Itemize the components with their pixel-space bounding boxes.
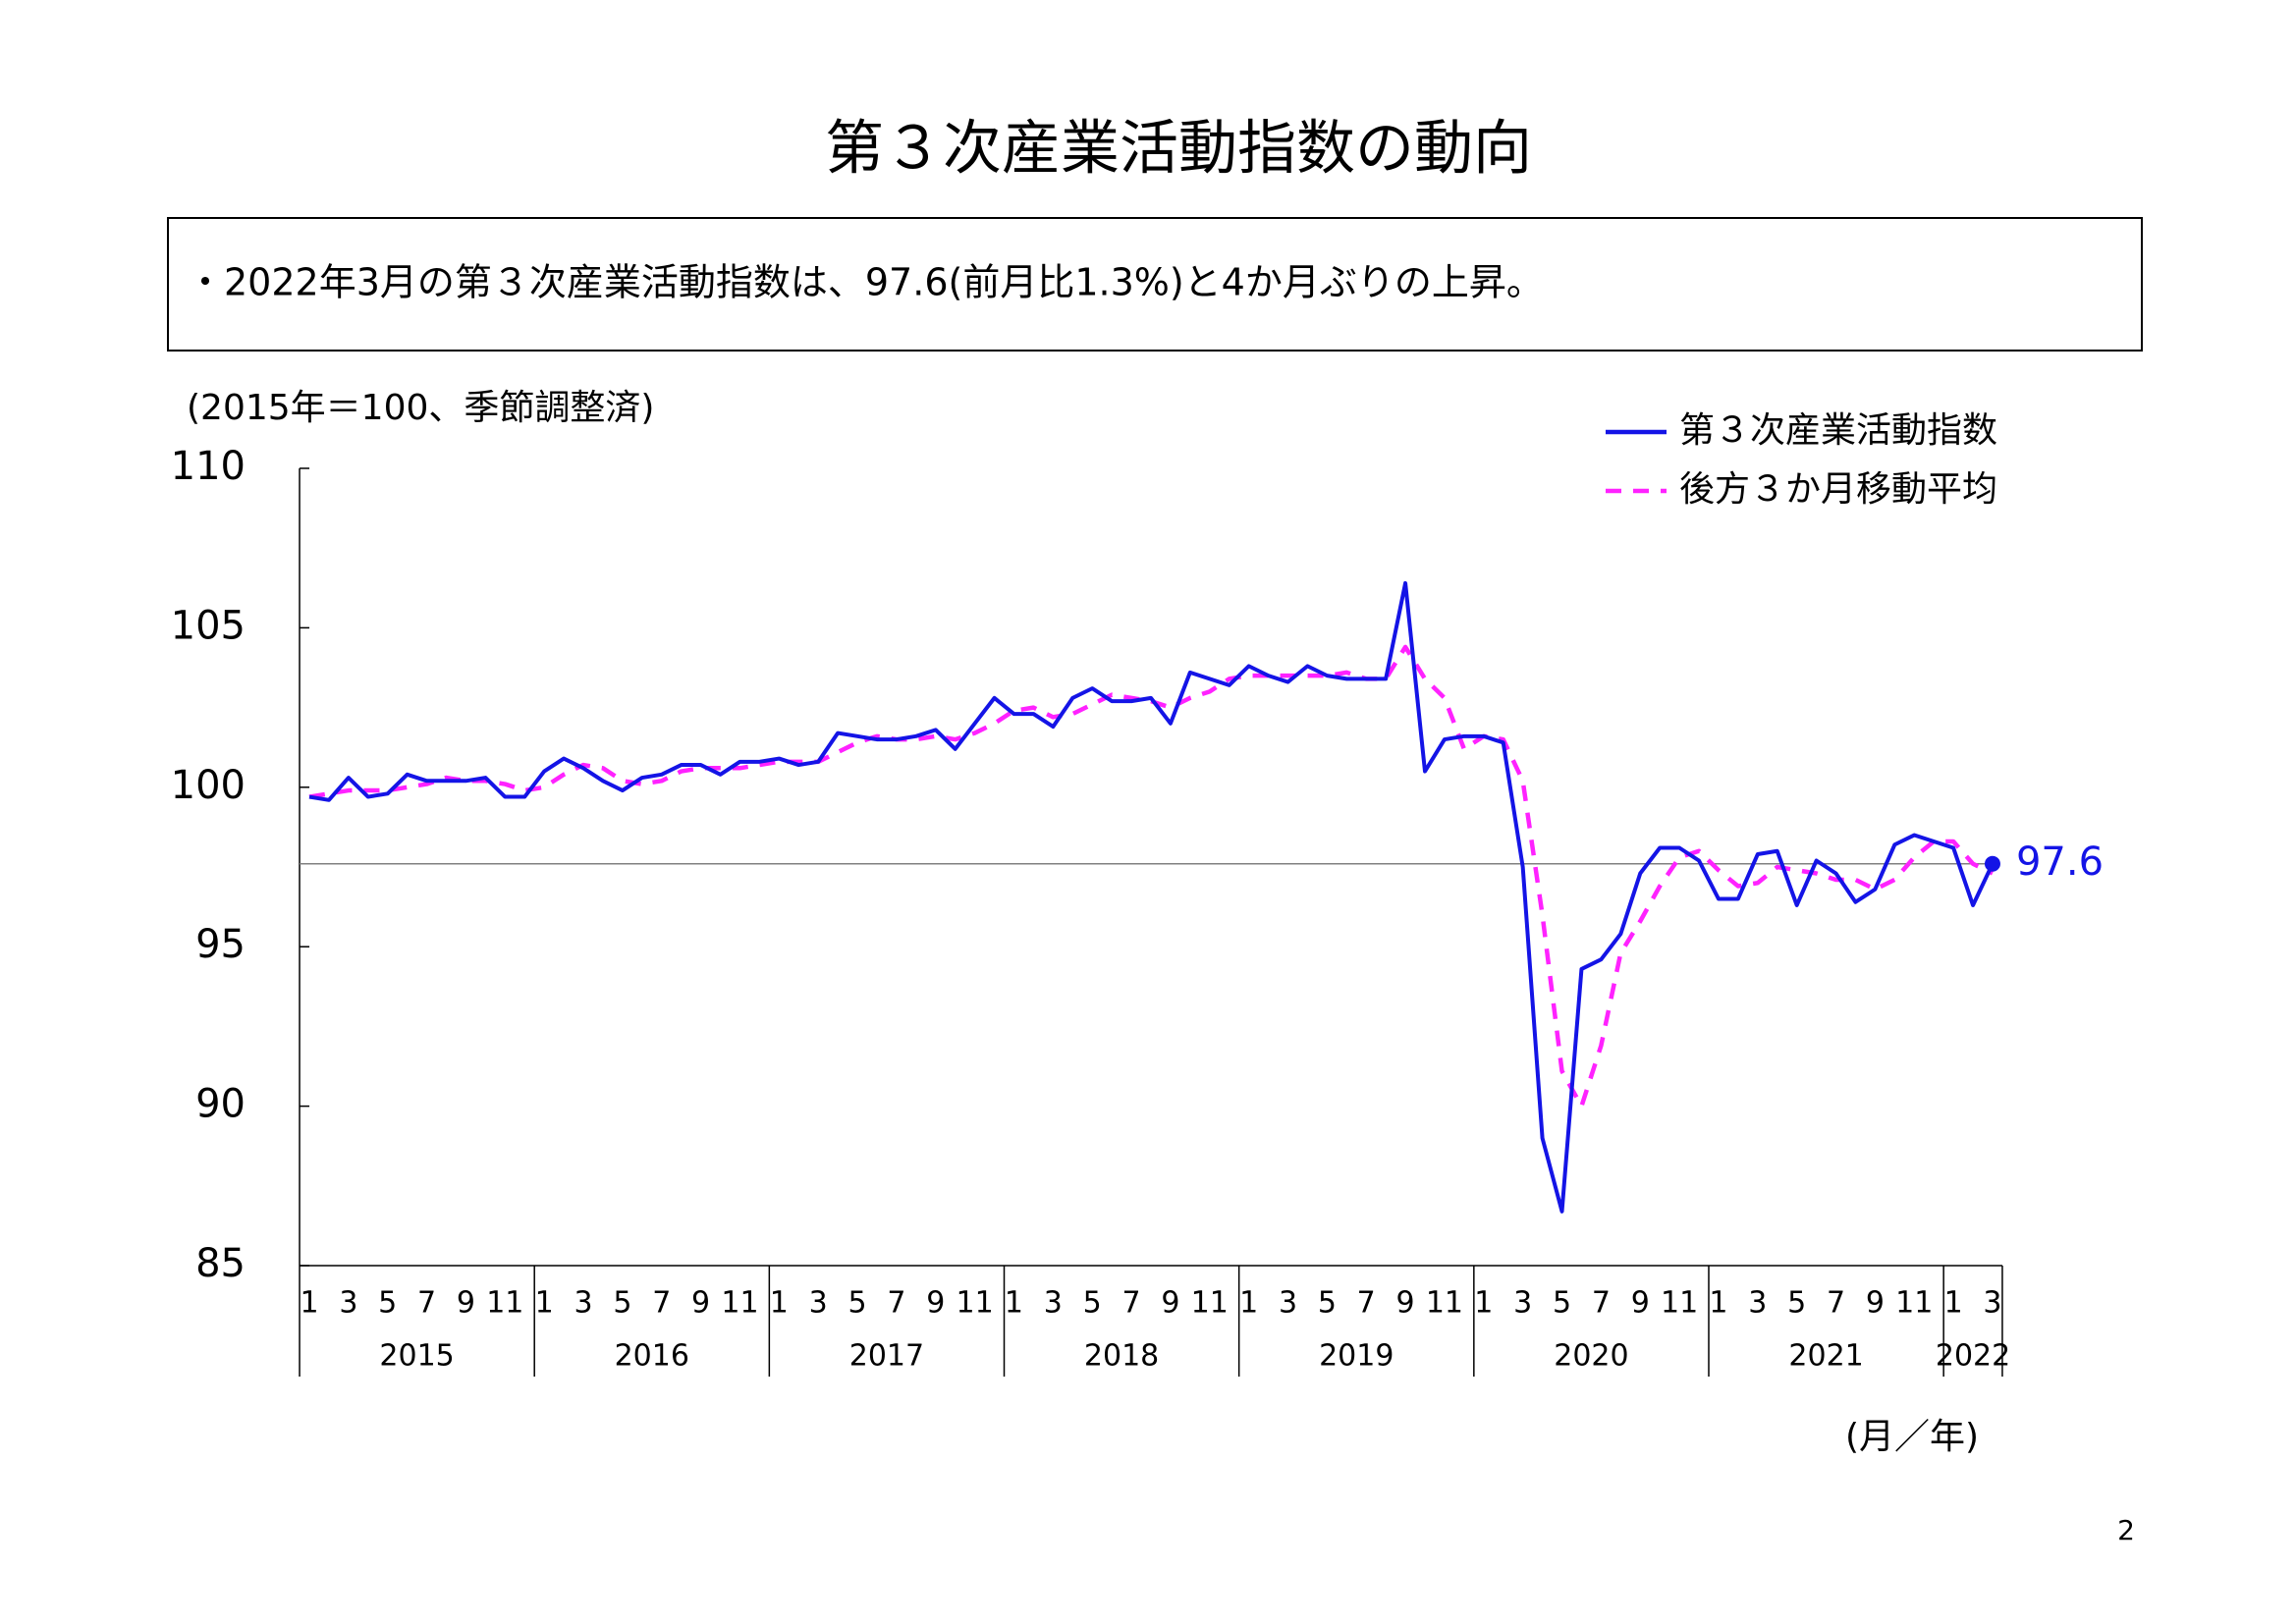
x-tick-label: 11 xyxy=(1191,1286,1229,1321)
x-tick-label: 9 xyxy=(1396,1286,1415,1321)
x-tick-label: 7 xyxy=(1122,1286,1141,1321)
x-tick-label: 1 xyxy=(1944,1286,1963,1321)
year-label: 2018 xyxy=(1084,1339,1159,1374)
x-tick-label: 3 xyxy=(1748,1286,1767,1321)
y-tick-label: 110 xyxy=(171,444,246,489)
x-tick-label: 7 xyxy=(417,1286,436,1321)
x-tick-label: 3 xyxy=(339,1286,357,1321)
legend-label: 第３次産業活動指数 xyxy=(1679,410,1997,451)
x-tick-label: 1 xyxy=(1709,1286,1727,1321)
x-tick-label: 5 xyxy=(1787,1286,1806,1321)
year-label: 2016 xyxy=(615,1339,689,1374)
x-tick-label: 11 xyxy=(1661,1286,1698,1321)
x-tick-label: 3 xyxy=(1044,1286,1063,1321)
summary-text: ・2022年3月の第３次産業活動指数は、97.6(前月比1.3%)と4か月ぶりの… xyxy=(187,261,1544,304)
y-axis-label: (2015年＝100、季節調整済) xyxy=(187,388,654,428)
x-tick-label: 1 xyxy=(300,1286,318,1321)
page-number: 2 xyxy=(2117,1514,2135,1546)
x-tick-label: 9 xyxy=(1161,1286,1179,1321)
year-label: 2022 xyxy=(1936,1339,2010,1374)
x-tick-label: 3 xyxy=(809,1286,828,1321)
series-line xyxy=(308,580,1995,1214)
year-label: 2017 xyxy=(849,1339,924,1374)
x-tick-label: 1 xyxy=(770,1286,789,1321)
x-tick-label: 7 xyxy=(1592,1286,1611,1321)
series-line xyxy=(308,644,1994,1109)
x-tick-label: 3 xyxy=(1983,1286,2001,1321)
year-label: 2019 xyxy=(1319,1339,1394,1374)
summary-box xyxy=(167,217,2143,352)
x-tick-label: 5 xyxy=(1083,1286,1102,1321)
year-label: 2015 xyxy=(379,1339,454,1374)
last-value-label: 97.6 xyxy=(2016,839,2104,885)
x-tick-label: 9 xyxy=(1866,1286,1885,1321)
x-tick-label: 7 xyxy=(887,1286,905,1321)
x-tick-label: 11 xyxy=(721,1286,758,1321)
x-axis-label: (月／年) xyxy=(1845,1417,1979,1457)
x-tick-label: 11 xyxy=(957,1286,994,1321)
x-tick-label: 1 xyxy=(1474,1286,1493,1321)
x-tick-label: 9 xyxy=(457,1286,475,1321)
year-label: 2021 xyxy=(1788,1339,1863,1374)
y-tick-label: 105 xyxy=(171,603,246,648)
last-point xyxy=(1984,855,2000,872)
x-tick-label: 3 xyxy=(1513,1286,1532,1321)
x-tick-label: 9 xyxy=(926,1286,945,1321)
x-tick-label: 7 xyxy=(1827,1286,1845,1321)
x-tick-label: 3 xyxy=(574,1286,592,1321)
legend-label: 後方３か月移動平均 xyxy=(1679,469,1997,510)
x-tick-label: 1 xyxy=(535,1286,554,1321)
x-tick-label: 5 xyxy=(613,1286,631,1321)
x-tick-label: 3 xyxy=(1279,1286,1297,1321)
y-tick-label: 95 xyxy=(195,922,246,967)
x-tick-label: 5 xyxy=(1318,1286,1337,1321)
x-tick-label: 5 xyxy=(1553,1286,1571,1321)
x-tick-label: 11 xyxy=(1426,1286,1463,1321)
x-tick-label: 7 xyxy=(652,1286,671,1321)
x-tick-label: 1 xyxy=(1239,1286,1258,1321)
x-tick-label: 1 xyxy=(1005,1286,1023,1321)
x-tick-label: 11 xyxy=(1895,1286,1933,1321)
y-tick-label: 100 xyxy=(171,763,246,808)
x-tick-label: 7 xyxy=(1357,1286,1376,1321)
x-tick-label: 5 xyxy=(847,1286,866,1321)
x-tick-label: 11 xyxy=(486,1286,523,1321)
x-tick-label: 9 xyxy=(691,1286,710,1321)
year-label: 2020 xyxy=(1554,1339,1628,1374)
chart-title: 第３次産業活動指数の動向 xyxy=(825,115,1532,184)
x-tick-label: 9 xyxy=(1631,1286,1650,1321)
y-tick-label: 90 xyxy=(195,1082,246,1127)
y-tick-label: 85 xyxy=(195,1241,246,1286)
x-tick-label: 5 xyxy=(378,1286,397,1321)
